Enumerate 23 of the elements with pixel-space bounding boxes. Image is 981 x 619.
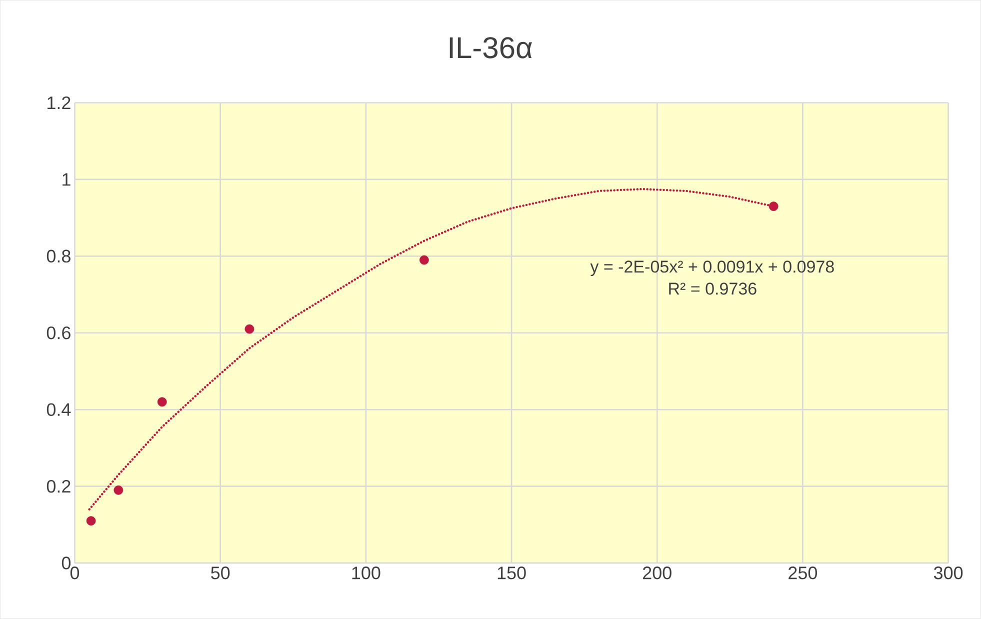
y-tick-label: 0.2 <box>46 480 70 493</box>
x-tick-label: 250 <box>788 566 818 580</box>
annotation: R² = 0.9736 <box>669 282 756 295</box>
y-tick-label: 0 <box>62 556 71 570</box>
chart-title: IL-36α <box>450 37 532 58</box>
point <box>419 255 429 265</box>
y-tick-label: 0.8 <box>46 250 70 263</box>
x-tick-label: 0 <box>70 566 80 580</box>
point <box>114 486 124 495</box>
x-tick-label: 150 <box>498 566 526 580</box>
x-tick-label: 300 <box>934 566 963 580</box>
x-tick-label: 200 <box>642 566 672 580</box>
y-tick-label: 1.2 <box>48 96 70 110</box>
point <box>768 202 778 212</box>
point <box>244 324 254 334</box>
x-tick-label: 50 <box>211 566 230 580</box>
y-tick-label: 0.6 <box>46 326 70 340</box>
y-tick-label: 1 <box>62 173 70 186</box>
annotation: y = -2E-05x² + 0.0091x + 0.0978 <box>590 260 834 276</box>
point <box>157 397 167 407</box>
x-tick-label: 100 <box>352 566 380 580</box>
y-tick-label: 0.4 <box>46 403 71 416</box>
point <box>86 516 96 526</box>
